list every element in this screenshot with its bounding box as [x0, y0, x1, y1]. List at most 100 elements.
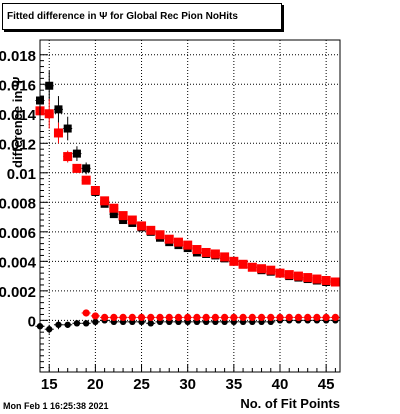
- x-tick-label: 35: [226, 376, 243, 393]
- red-square-marker: [275, 268, 285, 278]
- red-square-marker: [266, 265, 276, 275]
- y-tick-label: 0.016: [0, 77, 36, 94]
- x-tick-label: 30: [179, 376, 196, 393]
- chart-title: Fitted difference in Ψ for Global Rec Pi…: [2, 3, 282, 30]
- red-circle-marker: [221, 313, 229, 322]
- red-square-marker: [72, 163, 82, 173]
- red-square-marker: [229, 256, 239, 266]
- red-circle-marker: [239, 313, 247, 322]
- red-circle-marker: [285, 313, 293, 322]
- red-circle-marker: [257, 313, 266, 322]
- red-square-marker: [109, 203, 119, 213]
- axis-ticks: [39, 54, 336, 372]
- x-tick-labels: 15 20 25 30 35 40 45: [41, 376, 335, 393]
- red-square-marker: [247, 262, 257, 272]
- red-circle-marker: [128, 313, 136, 322]
- black-square-marker: [45, 81, 54, 90]
- red-circle-marker: [165, 313, 173, 322]
- red-square-marker: [257, 264, 267, 274]
- red-square-marker: [201, 247, 211, 257]
- red-square-marker: [321, 276, 331, 286]
- red-circle-marker: [294, 313, 303, 322]
- red-square-marker: [183, 240, 193, 250]
- red-circle-marker: [91, 312, 99, 320]
- y-tick-label: 0.018: [0, 48, 36, 65]
- red-square-marker: [192, 245, 202, 255]
- red-square-marker: [173, 237, 183, 247]
- red-square-marker: [164, 234, 174, 244]
- black-circle-marker: [92, 318, 99, 326]
- red-circle-marker: [202, 313, 210, 322]
- red-circle-marker: [276, 313, 284, 322]
- red-square-marker: [118, 211, 128, 221]
- black-circle-marker: [55, 321, 62, 328]
- red-square-marker: [155, 230, 165, 240]
- black-square-marker: [54, 105, 63, 114]
- red-square-marker: [210, 249, 220, 259]
- red-square-marker: [312, 274, 322, 284]
- y-tick-label: 0.01: [7, 166, 36, 183]
- red-square-marker: [137, 221, 147, 231]
- red-circle-marker: [331, 313, 339, 322]
- red-circle-marker: [313, 313, 321, 322]
- red-circle-marker: [156, 313, 164, 322]
- red-circle-marker: [101, 313, 109, 322]
- x-tick-label: 40: [272, 376, 289, 393]
- y-tick-label: 0.012: [0, 136, 36, 153]
- red-square-marker: [53, 128, 63, 138]
- red-square-marker: [63, 152, 73, 162]
- black-circle-marker: [64, 321, 71, 328]
- red-square-marker: [127, 215, 137, 225]
- red-circle-marker: [304, 313, 312, 322]
- red-circle-marker: [147, 313, 155, 322]
- red-circle-marker: [322, 313, 330, 322]
- black-square-marker: [72, 149, 81, 158]
- x-tick-label: 20: [87, 376, 104, 393]
- black-circle-marker: [73, 320, 81, 327]
- red-square-marker: [220, 252, 230, 262]
- chart-title-text: Fitted difference in Ψ for Global Rec Pi…: [7, 11, 238, 22]
- y-tick-label: 0.014: [0, 107, 37, 124]
- red-circle-marker: [119, 313, 127, 322]
- timestamp: Mon Feb 1 16:25:38 2021: [3, 401, 109, 411]
- red-square-marker: [81, 175, 91, 185]
- red-circle-marker: [184, 313, 192, 322]
- red-square-marker: [330, 277, 340, 287]
- red-square-marker: [100, 196, 110, 206]
- red-circle-marker: [193, 313, 201, 322]
- plot-frame: [39, 39, 341, 373]
- y-tick-labels: 0 0.002 0.004 0.006 0.008 0.01 0.012 0.014 0.016…: [0, 48, 37, 331]
- red-square-marker: [146, 225, 156, 235]
- red-circle-marker: [110, 313, 118, 322]
- red-square-marker: [284, 270, 294, 280]
- black-square-marker: [63, 124, 72, 133]
- red-square-marker: [90, 186, 100, 196]
- black-square-marker: [109, 210, 118, 219]
- y-tick-label: 0.002: [0, 284, 36, 301]
- red-circle-marker: [248, 313, 256, 322]
- red-circle-marker: [267, 313, 275, 322]
- red-circle-marker: [137, 313, 146, 322]
- black-circle-marker: [46, 326, 53, 333]
- x-tick-label: 25: [133, 376, 150, 393]
- red-square-marker: [238, 259, 248, 269]
- black-square-marker: [82, 164, 91, 173]
- red-circle-marker: [211, 313, 219, 322]
- red-circle-marker: [174, 313, 183, 322]
- y-axis-label: difference in Ψ: [10, 76, 25, 168]
- red-circle-marker: [230, 313, 238, 322]
- y-tick-label: 0.006: [0, 225, 36, 242]
- red-square-marker: [44, 109, 54, 119]
- red-circle-marker: [82, 309, 90, 317]
- red-square-marker: [293, 271, 303, 281]
- black-circle-marker: [147, 320, 154, 327]
- black-circle-marker: [82, 320, 90, 327]
- x-tick-label: 15: [41, 376, 58, 393]
- x-tick-label: 45: [318, 376, 335, 393]
- y-tick-label: 0.004: [0, 254, 37, 271]
- y-tick-label: 0.008: [0, 195, 36, 212]
- y-tick-label: 0: [28, 313, 36, 330]
- x-axis-label: No. of Fit Points: [240, 396, 340, 411]
- red-square-marker: [303, 273, 313, 283]
